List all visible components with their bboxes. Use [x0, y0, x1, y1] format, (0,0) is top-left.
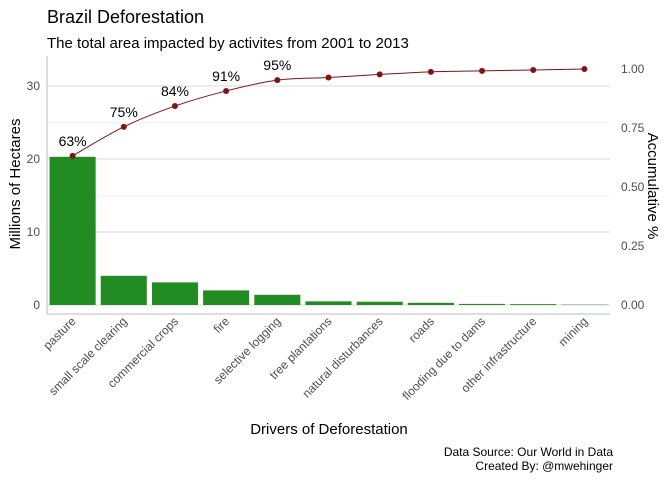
y2-tick-label: 0.50 [621, 180, 645, 194]
cumulative-point [274, 77, 281, 84]
cumulative-point [223, 87, 230, 94]
bar [100, 275, 147, 305]
y2-axis-title: Accumulative % [644, 133, 661, 240]
cumulative-label: 75% [110, 104, 138, 120]
cumulative-point [120, 123, 127, 130]
cumulative-label: 95% [263, 57, 291, 73]
bar [305, 301, 352, 305]
y2-tick-label: 0.75 [621, 121, 645, 135]
y-tick-label: 10 [27, 225, 41, 239]
x-tick-label: pasture [41, 314, 79, 352]
y2-tick-label: 0.00 [621, 298, 645, 312]
y-tick-label: 20 [27, 152, 41, 166]
y2-tick-label: 1.00 [621, 62, 645, 76]
caption-credit: Created By: @mwehinger [475, 459, 613, 473]
bar [510, 304, 557, 305]
cumulative-point [171, 103, 178, 110]
y-axis-title: Millions of Hectares [7, 119, 24, 250]
chart-title: Brazil Deforestation [47, 7, 204, 27]
bar [407, 302, 454, 305]
cumulative-label: 84% [161, 83, 189, 99]
cumulative-point [376, 71, 383, 78]
x-axis-title: Drivers of Deforestation [250, 421, 408, 438]
bar [49, 156, 96, 305]
cumulative-label: 63% [59, 133, 87, 149]
y2-tick-label: 0.25 [621, 239, 645, 253]
bar [203, 290, 250, 305]
chart-subtitle: The total area impacted by activites fro… [47, 35, 409, 52]
y2-axis-ticks: 0.00 0.25 0.50 0.75 1.00 [621, 62, 645, 312]
caption-source: Data Source: Our World in Data [444, 445, 614, 459]
cumulative-line-group: 63% 75% 84% 91% 95% [59, 57, 588, 159]
bar [254, 294, 301, 305]
cumulative-point [427, 68, 434, 75]
x-tick-label: mining [556, 314, 591, 349]
cumulative-point [69, 152, 76, 159]
y-tick-label: 30 [27, 79, 41, 93]
x-tick-label: roads [406, 314, 437, 345]
y-axis-ticks: 0 10 20 30 [27, 79, 41, 312]
bars [49, 156, 608, 305]
axes [46, 56, 610, 315]
x-tick-label: fire [211, 314, 233, 336]
cumulative-point [581, 66, 588, 72]
bar [356, 301, 403, 305]
bar [459, 303, 506, 305]
cumulative-line [72, 68, 585, 157]
cumulative-point [530, 66, 537, 73]
cumulative-label: 91% [212, 68, 240, 84]
y-tick-label: 0 [33, 298, 40, 312]
bar [151, 282, 198, 305]
cumulative-point [325, 74, 332, 81]
cumulative-point [479, 67, 486, 74]
